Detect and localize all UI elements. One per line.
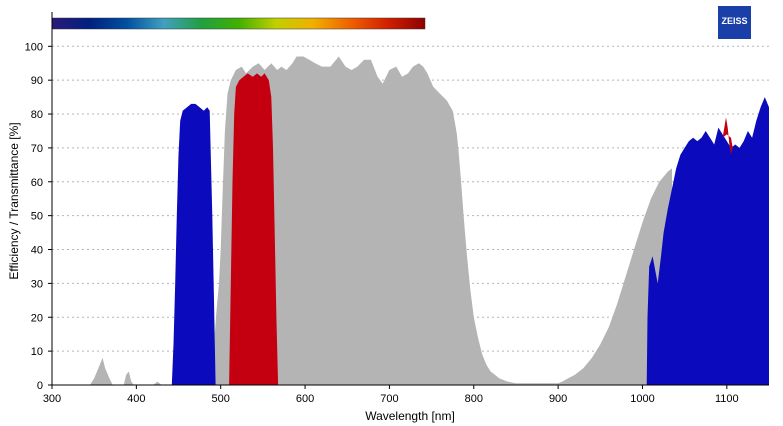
x-tick-label: 1100 <box>715 393 739 405</box>
y-tick-label: 0 <box>37 380 43 392</box>
y-tick-label: 70 <box>31 143 43 155</box>
x-tick-label: 500 <box>212 393 230 405</box>
zeiss-logo: ZEISS <box>718 6 751 39</box>
x-tick-label: 700 <box>380 393 398 405</box>
x-tick-label: 300 <box>43 393 61 405</box>
x-tick-label: 900 <box>549 393 567 405</box>
y-tick-label: 30 <box>31 278 43 290</box>
series-area-5 <box>722 117 733 155</box>
x-tick-label: 400 <box>127 393 145 405</box>
axes: 0 10 20 30 40 50 60 70 80 90 100 300 400 500 600 700 800… <box>25 12 769 405</box>
y-tick-label: 90 <box>31 75 43 87</box>
x-axis-title: Wavelength [nm] <box>365 409 455 423</box>
y-tick-label: 40 <box>31 245 43 257</box>
series-areas <box>90 56 769 386</box>
series-area-2 <box>171 103 216 386</box>
y-tick-label: 10 <box>31 346 43 358</box>
y-tick-label: 20 <box>31 312 43 324</box>
logo-text: ZEISS <box>721 16 747 26</box>
y-tick-label: 50 <box>31 211 43 223</box>
x-tick-label: 600 <box>296 393 314 405</box>
y-tick-label: 100 <box>25 41 43 53</box>
y-tick-label: 60 <box>31 177 43 189</box>
series-area-4 <box>229 73 279 386</box>
y-axis-title: Efficiency / Transmittance [%] <box>7 122 21 279</box>
x-tick-label: 800 <box>465 393 483 405</box>
spectrum-color-bar <box>51 17 426 30</box>
x-tick-label: 1000 <box>630 393 654 405</box>
y-tick-label: 80 <box>31 109 43 121</box>
series-area-3 <box>646 97 769 385</box>
